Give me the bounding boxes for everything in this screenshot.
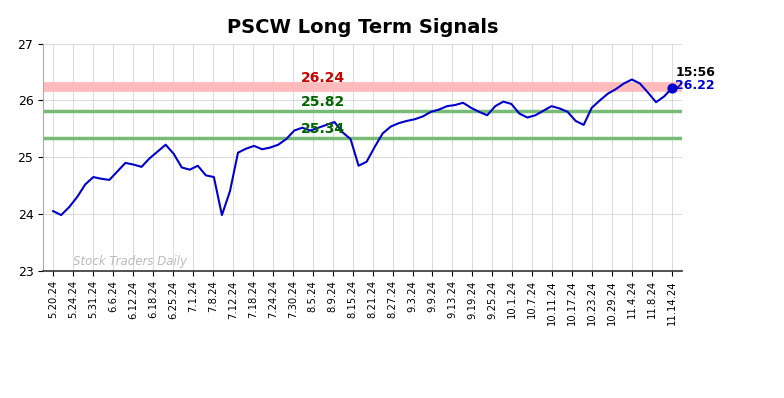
Text: 25.82: 25.82 xyxy=(300,95,345,109)
Text: 26.22: 26.22 xyxy=(675,79,715,92)
Point xyxy=(666,85,678,91)
Text: 15:56: 15:56 xyxy=(675,66,715,79)
Text: 25.34: 25.34 xyxy=(300,122,345,136)
Text: 26.24: 26.24 xyxy=(300,71,345,85)
Text: Stock Traders Daily: Stock Traders Daily xyxy=(73,255,187,268)
Title: PSCW Long Term Signals: PSCW Long Term Signals xyxy=(227,18,499,37)
